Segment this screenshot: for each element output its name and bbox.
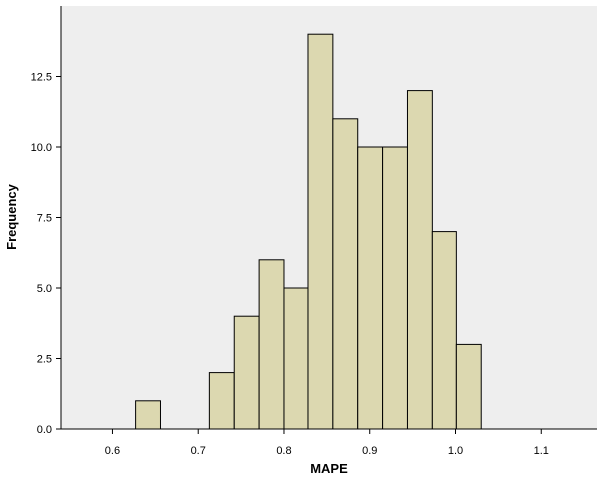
histogram-bar-1 [208, 372, 235, 430]
y-tick-label-1: 2.5 [37, 354, 52, 366]
histogram-bar-7 [357, 146, 384, 430]
y-tick-label-4: 10.0 [31, 142, 52, 154]
histogram-bar-6 [332, 118, 359, 430]
bars-group [135, 33, 482, 430]
histogram-bar-8 [382, 146, 408, 430]
histogram-bar-0 [135, 400, 161, 430]
y-tick-label-5: 12.5 [31, 72, 52, 84]
histogram-bar-10 [431, 231, 457, 430]
y-tick-label-2: 5.0 [37, 283, 52, 295]
x-tick-label-0: 0.6 [105, 445, 120, 457]
y-tick-label-0: 0.0 [37, 424, 52, 436]
y-tick-label-3: 7.5 [37, 213, 52, 225]
histogram-bar-2 [233, 315, 260, 430]
histogram-bar-4 [283, 287, 309, 430]
x-tick-label-5: 1.1 [534, 445, 549, 457]
histogram-bar-5 [307, 33, 334, 430]
x-tick-label-2: 0.8 [276, 445, 291, 457]
histogram-bar-11 [455, 343, 482, 430]
x-axis-title: MAPE [310, 461, 348, 476]
x-tick-label-1: 0.7 [191, 445, 206, 457]
x-ticks-group: 0.6 0.7 0.8 0.9 1.0 1.1 [105, 429, 549, 457]
histogram-bar-9 [406, 90, 433, 430]
x-tick-label-4: 1.0 [448, 445, 463, 457]
y-ticks-group: 0.0 2.5 5.0 7.5 10.0 12.5 [31, 72, 61, 436]
x-tick-label-3: 0.9 [362, 445, 377, 457]
histogram-bar-3 [258, 259, 285, 430]
y-axis-title: Frequency [4, 183, 19, 250]
